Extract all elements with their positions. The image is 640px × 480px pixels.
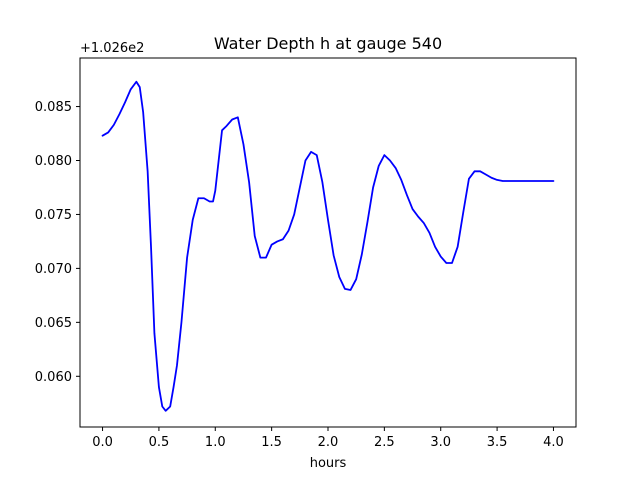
x-tick-label: 0.5 <box>149 435 170 450</box>
chart-title: Water Depth h at gauge 540 <box>214 34 442 53</box>
x-axis: 0.0 0.5 1.0 1.5 2.0 2.5 3.0 3.5 4.0 <box>92 427 564 450</box>
x-tick-label: 0.0 <box>92 435 113 450</box>
x-tick-label: 1.5 <box>261 435 282 450</box>
x-tick-label: 2.0 <box>318 435 339 450</box>
x-tick-label: 2.5 <box>374 435 395 450</box>
y-tick-label: 0.060 <box>35 370 72 385</box>
x-axis-label: hours <box>310 456 347 471</box>
y-tick-label: 0.070 <box>35 262 72 277</box>
y-tick-label: 0.085 <box>35 100 72 115</box>
y-tick-label: 0.075 <box>35 208 72 223</box>
y-tick-label: 0.080 <box>35 154 72 169</box>
series-line-0 <box>101 80 555 412</box>
y-tick-label: 0.065 <box>35 316 72 331</box>
x-tick-label: 4.0 <box>543 435 564 450</box>
x-tick-label: 3.0 <box>430 435 451 450</box>
x-tick-label: 1.0 <box>205 435 226 450</box>
y-axis-offset-label: +1.026e2 <box>80 41 144 56</box>
x-tick-label: 3.5 <box>487 435 508 450</box>
y-axis: 0.060 0.065 0.070 0.075 0.080 0.085 <box>35 100 80 385</box>
